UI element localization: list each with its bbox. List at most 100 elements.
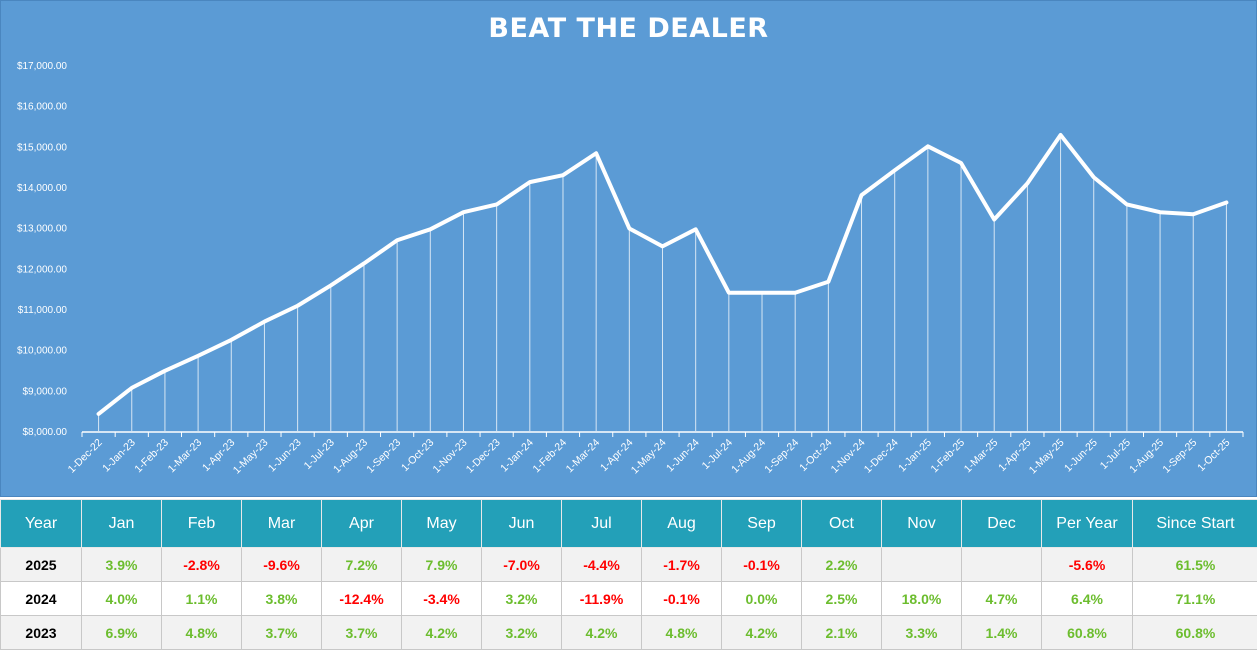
x-tick-label: 1-Jun-23 xyxy=(266,437,304,475)
x-tick-label: 1-Aug-24 xyxy=(729,437,768,476)
return-cell: 2.5% xyxy=(802,582,882,616)
return-cell: -7.0% xyxy=(482,548,562,582)
x-tick-label: 1-Jan-24 xyxy=(498,437,536,475)
return-cell: 3.7% xyxy=(242,616,322,650)
x-tick-label: 1-Jan-25 xyxy=(896,437,934,475)
x-tick-label: 1-May-24 xyxy=(629,437,669,477)
x-tick-label: 1-Mar-24 xyxy=(564,437,603,476)
return-cell: -4.4% xyxy=(562,548,642,582)
return-cell: -11.9% xyxy=(562,582,642,616)
column-header: Feb xyxy=(162,500,242,548)
return-cell: 7.2% xyxy=(322,548,402,582)
y-tick-label: $9,000.00 xyxy=(23,386,68,397)
column-header: Nov xyxy=(882,500,962,548)
x-tick-label: 1-Aug-25 xyxy=(1127,437,1166,476)
return-cell: 3.2% xyxy=(482,616,562,650)
return-cell: 4.8% xyxy=(642,616,722,650)
x-tick-label: 1-Mar-25 xyxy=(962,437,1001,476)
x-tick-label: 1-Jun-24 xyxy=(664,437,702,475)
y-tick-label: $16,000.00 xyxy=(17,102,67,113)
column-header: May xyxy=(402,500,482,548)
column-header: Apr xyxy=(322,500,402,548)
x-tick-label: 1-Aug-23 xyxy=(331,437,370,476)
return-cell: -2.8% xyxy=(162,548,242,582)
return-cell: 60.8% xyxy=(1133,616,1257,650)
x-tick-label: 1-Feb-24 xyxy=(530,437,569,476)
x-tick-label: 1-Mar-23 xyxy=(166,437,205,476)
x-tick-label: 1-Nov-24 xyxy=(829,437,868,476)
column-header: Jul xyxy=(562,500,642,548)
return-cell: 0.0% xyxy=(722,582,802,616)
return-cell: 3.7% xyxy=(322,616,402,650)
x-tick-label: 1-Nov-23 xyxy=(431,437,470,476)
return-cell: 2.2% xyxy=(802,548,882,582)
return-cell: 61.5% xyxy=(1133,548,1257,582)
return-cell: -0.1% xyxy=(722,548,802,582)
return-cell: 4.2% xyxy=(402,616,482,650)
return-cell: 4.2% xyxy=(722,616,802,650)
return-cell: 4.0% xyxy=(82,582,162,616)
return-cell: 3.2% xyxy=(482,582,562,616)
return-cell: 2.1% xyxy=(802,616,882,650)
column-header: Oct xyxy=(802,500,882,548)
x-tick-label: 1-Dec-22 xyxy=(66,437,105,476)
return-cell xyxy=(882,548,962,582)
y-tick-label: $14,000.00 xyxy=(17,183,67,194)
x-tick-label: 1-Jan-23 xyxy=(100,437,138,475)
return-cell: 3.9% xyxy=(82,548,162,582)
x-tick-label: 1-Sep-23 xyxy=(364,437,403,476)
return-cell: 1.4% xyxy=(962,616,1042,650)
return-cell: 4.2% xyxy=(562,616,642,650)
x-tick-label: 1-Feb-23 xyxy=(132,437,171,476)
return-cell: -0.1% xyxy=(642,582,722,616)
y-tick-label: $13,000.00 xyxy=(17,224,67,235)
column-header: Jan xyxy=(82,500,162,548)
return-cell: 60.8% xyxy=(1042,616,1133,650)
return-cell: -5.6% xyxy=(1042,548,1133,582)
column-header: Per Year xyxy=(1042,500,1133,548)
x-tick-label: 1-Sep-24 xyxy=(762,437,801,476)
return-cell: 6.9% xyxy=(82,616,162,650)
column-header: Year xyxy=(1,500,82,548)
return-cell: -12.4% xyxy=(322,582,402,616)
x-tick-label: 1-Sep-25 xyxy=(1160,437,1199,476)
y-tick-label: $12,000.00 xyxy=(17,264,67,275)
return-cell: 7.9% xyxy=(402,548,482,582)
x-tick-label: 1-May-25 xyxy=(1027,437,1067,477)
line-chart: $8,000.00 $9,000.00 $10,000.00 $11,000.00 $1… xyxy=(1,1,1257,498)
return-cell: 3.8% xyxy=(242,582,322,616)
return-cell: 18.0% xyxy=(882,582,962,616)
return-cell: -1.7% xyxy=(642,548,722,582)
return-cell: 6.4% xyxy=(1042,582,1133,616)
return-cell: 4.8% xyxy=(162,616,242,650)
y-tick-label: $10,000.00 xyxy=(17,346,67,357)
x-tick-label: 1-Jun-25 xyxy=(1062,437,1100,475)
return-cell xyxy=(962,548,1042,582)
y-tick-label: $11,000.00 xyxy=(18,305,68,316)
column-header: Dec xyxy=(962,500,1042,548)
x-tick-label: 1-Oct-25 xyxy=(1195,437,1232,474)
return-cell: 3.3% xyxy=(882,616,962,650)
column-header: Aug xyxy=(642,500,722,548)
y-tick-label: $8,000.00 xyxy=(23,427,68,438)
year-cell: 2023 xyxy=(1,616,82,650)
column-header: Jun xyxy=(482,500,562,548)
y-tick-label: $17,000.00 xyxy=(17,61,67,72)
chart-area: BEAT THE DEALER $8,000.00$9,000.00$10,00… xyxy=(0,0,1257,497)
x-tick-label: 1-Dec-23 xyxy=(464,437,503,476)
x-tick-label: 1-Feb-25 xyxy=(929,437,968,476)
x-tick-label: 1-May-23 xyxy=(231,437,271,477)
year-cell: 2025 xyxy=(1,548,82,582)
y-tick-label: $15,000.00 xyxy=(17,142,67,153)
return-cell: -9.6% xyxy=(242,548,322,582)
year-cell: 2024 xyxy=(1,582,82,616)
x-tick-label: 1-Dec-24 xyxy=(862,437,901,476)
return-cell: -3.4% xyxy=(402,582,482,616)
column-header: Since Start xyxy=(1133,500,1257,548)
return-cell: 71.1% xyxy=(1133,582,1257,616)
